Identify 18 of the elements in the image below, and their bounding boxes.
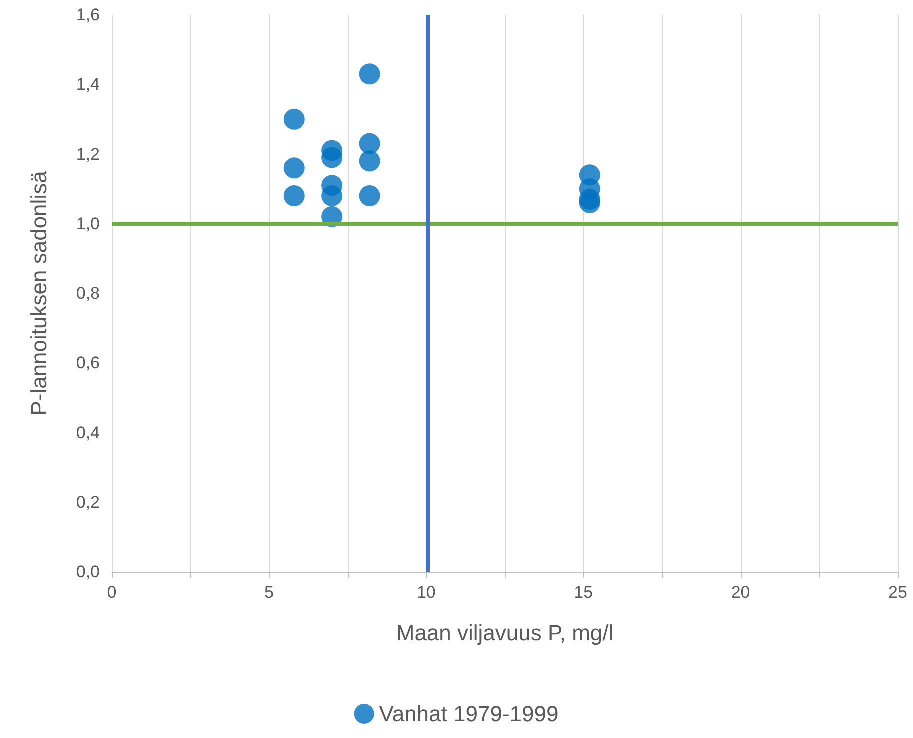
y-tick-label: 0,0	[76, 562, 100, 582]
y-tick-label: 1,0	[76, 214, 100, 234]
y-tick-label: 1,2	[76, 144, 100, 164]
y-tick-label: 0,6	[76, 354, 100, 373]
x-tick-label: 25	[888, 583, 908, 602]
x-tick-label: 10	[416, 583, 436, 602]
x-axis-title: Maan viljavuus P, mg/l	[396, 620, 614, 646]
y-tick-label: 0,8	[76, 284, 100, 303]
y-tick-label: 1,6	[76, 6, 100, 24]
legend-label: Vanhat 1979-1999	[379, 702, 559, 726]
y-tick-label: 0,4	[76, 423, 100, 442]
y-axis-title: P-lannoituksen sadonlisä	[26, 170, 52, 416]
y-tick-label: 0,2	[76, 492, 100, 512]
x-tick-label: 0	[107, 583, 117, 602]
x-tick-label: 20	[731, 583, 750, 602]
x-tick-label: 5	[264, 583, 274, 602]
x-tick-label: 15	[574, 583, 594, 602]
y-tick-label: 1,4	[76, 75, 100, 94]
